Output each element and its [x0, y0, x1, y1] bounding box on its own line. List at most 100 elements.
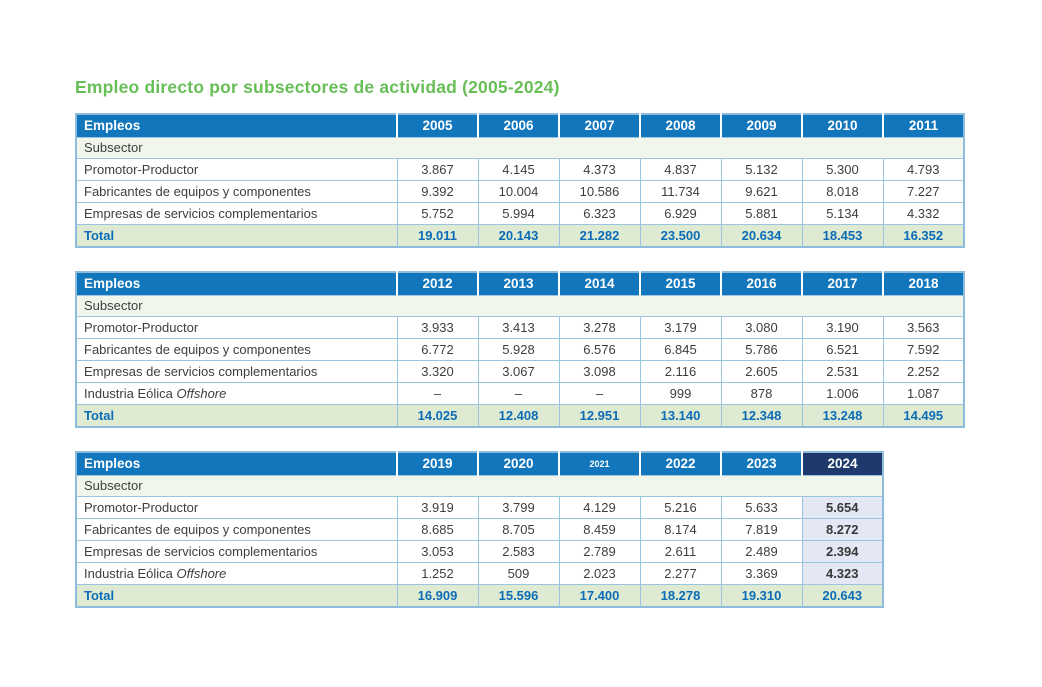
value-cell: –	[396, 381, 479, 405]
value-cell: 2.531	[801, 359, 884, 383]
subsector-row: Subsector	[75, 474, 884, 497]
year-header-2016: 2016	[720, 271, 803, 296]
row-label: Fabricantes de equipos y componentes	[75, 337, 398, 361]
year-header-2012: 2012	[396, 271, 479, 296]
table-header-row: Empleos 2012 2013 2014 2015 2016 2017 2018	[75, 271, 965, 296]
value-cell: 3.179	[639, 315, 722, 339]
total-row: Total 16.909 15.596 17.400 18.278 19.310 20.64…	[75, 583, 884, 608]
value-cell: 10.004	[477, 179, 560, 203]
value-cell: 2.489	[720, 539, 803, 563]
row-label: Industria Eólica Offshore	[75, 561, 398, 585]
value-cell: 3.867	[396, 157, 479, 181]
value-cell: 4.129	[558, 495, 641, 519]
year-header-2021: 2021	[558, 451, 641, 476]
value-cell: 6.845	[639, 337, 722, 361]
value-cell: 4.145	[477, 157, 560, 181]
value-cell: 7.592	[882, 337, 965, 361]
row-label: Empresas de servicios complementarios	[75, 539, 398, 563]
total-value-cell: 17.400	[558, 583, 641, 608]
value-cell: 5.881	[720, 201, 803, 225]
year-header-2011: 2011	[882, 113, 965, 138]
value-cell: 3.080	[720, 315, 803, 339]
total-value-cell: 12.408	[477, 403, 560, 428]
value-cell: 3.933	[396, 315, 479, 339]
total-value-cell: 13.248	[801, 403, 884, 428]
table-row: Industria Eólica Offshore – – –999 878 1.006 1…	[75, 381, 965, 405]
total-value-cell: 23.500	[639, 223, 722, 248]
value-cell: 8.705	[477, 517, 560, 541]
table-row: Empresas de servicios complementarios 3.3…	[75, 359, 965, 383]
row-label: Promotor-Productor	[75, 495, 398, 519]
subsector-label: Subsector	[75, 474, 884, 497]
value-cell: 6.772	[396, 337, 479, 361]
total-label: Total	[75, 223, 398, 248]
table-row: Promotor-Productor 3.919 3.799 4.129 5.216 5.…	[75, 495, 884, 519]
value-cell: 8.174	[639, 517, 722, 541]
value-cell: 4.332	[882, 201, 965, 225]
row-label: Empresas de servicios complementarios	[75, 359, 398, 383]
value-cell: 3.098	[558, 359, 641, 383]
row-label: Promotor-Productor	[75, 157, 398, 181]
year-header-2020: 2020	[477, 451, 560, 476]
table-row: Empresas de servicios complementarios 3.0…	[75, 539, 884, 563]
value-cell: 3.053	[396, 539, 479, 563]
total-value-cell: 14.495	[882, 403, 965, 428]
value-cell: 5.216	[639, 495, 722, 519]
value-cell: 2.277	[639, 561, 722, 585]
year-header-2009: 2009	[720, 113, 803, 138]
total-value-cell: 21.282	[558, 223, 641, 248]
row-label: Fabricantes de equipos y componentes	[75, 517, 398, 541]
table-header-empleos: Empleos	[75, 271, 398, 296]
value-cell: 4.793	[882, 157, 965, 181]
value-cell: 3.190	[801, 315, 884, 339]
employment-table-2005-2011: Empleos 2005 2006 2007 2008 2009 2010 2011 Subse…	[75, 113, 965, 248]
table-row: Empresas de servicios complementarios 5.7…	[75, 201, 965, 225]
value-cell: 3.413	[477, 315, 560, 339]
total-value-cell: 20.143	[477, 223, 560, 248]
total-value-cell: 20.643	[801, 583, 884, 608]
value-cell: 1.006	[801, 381, 884, 405]
year-header-2019: 2019	[396, 451, 479, 476]
value-cell: 509	[477, 561, 560, 585]
subsector-label: Subsector	[75, 136, 965, 159]
value-cell: 8.459	[558, 517, 641, 541]
value-cell: 3.320	[396, 359, 479, 383]
total-value-cell: 20.634	[720, 223, 803, 248]
value-cell: 2.116	[639, 359, 722, 383]
total-value-cell: 15.596	[477, 583, 560, 608]
year-header-2015: 2015	[639, 271, 722, 296]
year-header-2018: 2018	[882, 271, 965, 296]
table-row: Industria Eólica Offshore 1.252 509 2.023 2.…	[75, 561, 884, 585]
value-cell: 4.323	[801, 561, 884, 585]
value-cell: 2.611	[639, 539, 722, 563]
value-cell: 6.521	[801, 337, 884, 361]
table-header-empleos: Empleos	[75, 451, 398, 476]
value-cell: 3.799	[477, 495, 560, 519]
value-cell: 5.300	[801, 157, 884, 181]
value-cell: 7.227	[882, 179, 965, 203]
value-cell: 878	[720, 381, 803, 405]
value-cell: 11.734	[639, 179, 722, 203]
year-header-2010: 2010	[801, 113, 884, 138]
total-value-cell: 19.011	[396, 223, 479, 248]
table-row: Fabricantes de equipos y componentes 6.77…	[75, 337, 965, 361]
row-label-italic: Offshore	[176, 385, 227, 401]
table-header-empleos: Empleos	[75, 113, 398, 138]
total-label: Total	[75, 403, 398, 428]
value-cell: 2.605	[720, 359, 803, 383]
value-cell: 9.392	[396, 179, 479, 203]
row-label-italic: Offshore	[176, 565, 227, 581]
value-cell: 4.373	[558, 157, 641, 181]
year-header-2005: 2005	[396, 113, 479, 138]
total-value-cell: 16.909	[396, 583, 479, 608]
total-value-cell: 13.140	[639, 403, 722, 428]
value-cell: 7.819	[720, 517, 803, 541]
value-cell: 5.633	[720, 495, 803, 519]
table-row: Fabricantes de equipos y componentes 8.68…	[75, 517, 884, 541]
total-value-cell: 14.025	[396, 403, 479, 428]
value-cell: 5.134	[801, 201, 884, 225]
year-header-2006: 2006	[477, 113, 560, 138]
subsector-row: Subsector	[75, 136, 965, 159]
row-label: Promotor-Productor	[75, 315, 398, 339]
